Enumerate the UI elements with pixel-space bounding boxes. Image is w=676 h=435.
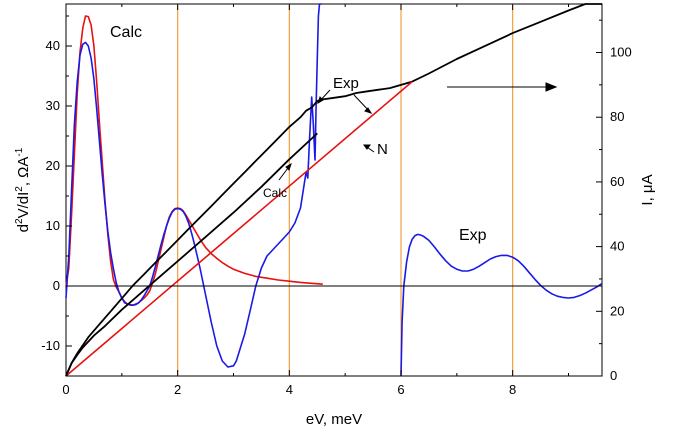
y2-tick-label: 0 — [610, 368, 617, 383]
y2-tick-label: 40 — [610, 239, 624, 254]
y-tick-label: -10 — [41, 338, 60, 353]
x-tick-label: 2 — [174, 382, 181, 397]
y-tick-label: 30 — [46, 98, 60, 113]
y-axis-title: d2V/dI2, ΩA-1 — [14, 147, 32, 232]
series-line-6 — [65, 132, 318, 377]
y-tick-label: 10 — [46, 218, 60, 233]
x-tick-label: 4 — [286, 382, 293, 397]
y-tick-label: 0 — [53, 278, 60, 293]
arrowhead-exp-right — [364, 107, 373, 114]
exp-label-top: Exp — [333, 75, 359, 92]
x-tick-label: 6 — [397, 382, 404, 397]
calc-label-top: Calc — [110, 24, 142, 41]
y2-tick-label: 80 — [610, 109, 624, 124]
plot-frame — [65, 3, 603, 377]
y2-axis-title: I, μA — [639, 174, 656, 205]
series-line-2 — [65, 3, 322, 368]
arrowhead-exp-left — [317, 96, 324, 105]
arrowhead-right-axis — [545, 82, 558, 92]
series-line-5 — [65, 80, 413, 377]
plot-area: 0 2 4 6 8 -10 0 10 20 30 40 0 20 40 60 80 100 — [41, 3, 632, 397]
calc-label-mid: Calc — [263, 186, 287, 200]
arrowhead-calc — [285, 162, 292, 171]
x-tick-label: 0 — [62, 382, 69, 397]
series-line-1 — [65, 15, 323, 307]
arrowhead-n — [363, 144, 371, 150]
x-tick-label: 8 — [509, 382, 516, 397]
y2-tick-label: 60 — [610, 174, 624, 189]
y2-tick-label: 20 — [610, 303, 624, 318]
x-axis-title: eV, meV — [306, 411, 362, 428]
series-line-3 — [400, 233, 603, 377]
exp-label-right: Exp — [459, 227, 487, 244]
annotation-arrows — [278, 82, 558, 181]
n-label: N — [377, 141, 388, 158]
y-tick-label: 40 — [46, 38, 60, 53]
y-tick-label: 20 — [46, 158, 60, 173]
series-line-4 — [65, 3, 602, 377]
y2-tick-label: 100 — [610, 45, 632, 60]
